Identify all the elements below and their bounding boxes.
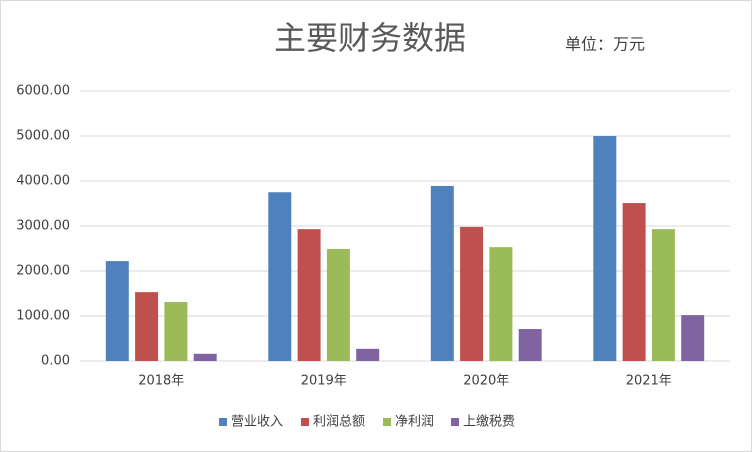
y-tick-label: 1000.00 xyxy=(16,309,70,324)
legend-label: 利润总额 xyxy=(313,415,365,430)
bar xyxy=(518,329,542,361)
bar xyxy=(460,226,484,361)
x-tick-label: 2020年 xyxy=(463,374,509,389)
legend-label: 净利润 xyxy=(395,415,434,430)
bar xyxy=(105,261,129,361)
legend-swatch xyxy=(301,418,309,426)
y-tick-label: 3000.00 xyxy=(16,219,70,234)
bar xyxy=(593,136,617,361)
y-tick-label: 0.00 xyxy=(41,354,70,369)
x-tick-label: 2019年 xyxy=(301,374,347,389)
chart-title: 主要财务数据 xyxy=(274,19,466,57)
bar xyxy=(135,292,159,361)
y-tick-label: 5000.00 xyxy=(16,129,70,144)
bar xyxy=(430,185,454,361)
legend-swatch xyxy=(383,418,391,426)
y-tick-label: 6000.00 xyxy=(16,84,70,99)
bar xyxy=(681,315,705,361)
legend-swatch xyxy=(219,418,227,426)
bar xyxy=(268,192,292,361)
bar xyxy=(193,353,217,361)
bar xyxy=(297,229,321,361)
bar xyxy=(622,203,646,361)
bar xyxy=(356,348,380,361)
x-tick-label: 2018年 xyxy=(138,374,184,389)
bar xyxy=(489,247,513,361)
bar xyxy=(326,248,350,361)
legend-swatch xyxy=(451,418,459,426)
bar xyxy=(164,302,188,361)
x-tick-label: 2021年 xyxy=(626,374,672,389)
y-tick-label: 4000.00 xyxy=(16,174,70,189)
y-tick-label: 2000.00 xyxy=(16,264,70,279)
legend-label: 营业收入 xyxy=(231,415,283,430)
unit-note: 单位：万元 xyxy=(565,35,645,54)
bar xyxy=(651,229,675,361)
legend-label: 上缴税费 xyxy=(463,415,515,430)
